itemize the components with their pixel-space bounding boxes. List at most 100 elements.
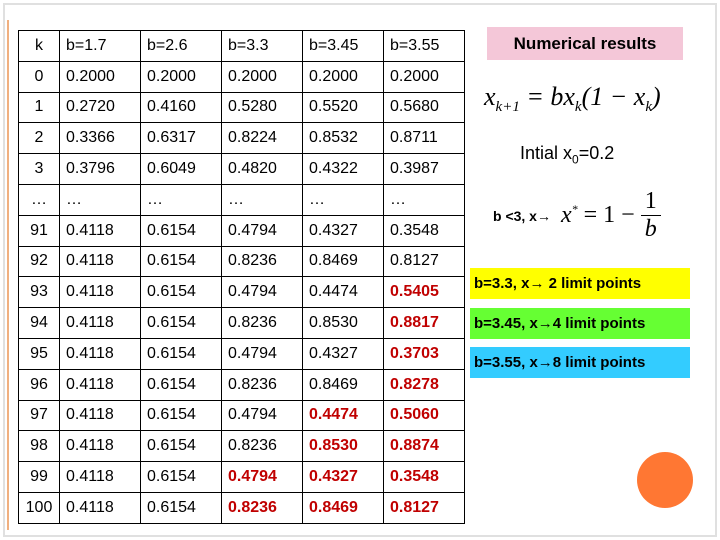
initial-sub: 0 xyxy=(572,152,579,167)
table-cell: 0.2000 xyxy=(59,60,141,93)
table-cell: 0.3548 xyxy=(383,214,465,247)
frame xyxy=(3,3,717,537)
table-cell: … xyxy=(18,183,60,216)
limit-box: b=3.3, x→ 2 limit points xyxy=(470,268,690,299)
table-cell: 0.8236 xyxy=(221,307,303,339)
formula-part: (1 − x xyxy=(581,82,646,111)
table-cell: 0.5680 xyxy=(383,91,465,124)
table-cell: 0.3987 xyxy=(383,153,465,185)
table-cell: 0.8530 xyxy=(302,430,384,463)
table-row: ……………… xyxy=(18,183,465,216)
table-cell: 0.8711 xyxy=(383,122,465,155)
table-cell: 0 xyxy=(18,60,60,93)
table-cell: 0.8236 xyxy=(221,245,303,278)
formula-part: k xyxy=(574,99,582,116)
formula: xk+1 = bxk(1 − xk) xyxy=(484,82,661,116)
table-cell: 0.3796 xyxy=(59,153,141,185)
table-cell: 95 xyxy=(18,337,60,370)
fixed-x: x* xyxy=(561,202,578,229)
table-cell: 0.6154 xyxy=(140,337,222,370)
table-cell: 0.8874 xyxy=(383,430,465,463)
table-cell: 0.4118 xyxy=(59,399,141,432)
table-cell: 0.8532 xyxy=(302,122,384,155)
table-cell: 0.6154 xyxy=(140,430,222,463)
table-cell: 0.5280 xyxy=(221,91,303,124)
table-row: 3 0.3796 0.6049 0.4820 0.4322 0.3987 xyxy=(18,153,465,185)
formula-part: x xyxy=(484,82,496,111)
table-cell: 1 xyxy=(18,91,60,124)
table-cell: 0.8469 xyxy=(302,245,384,278)
table-cell: 0.4118 xyxy=(59,461,141,493)
fixed-eq: = 1 − xyxy=(583,202,635,228)
table-cell: 0.4794 xyxy=(221,399,303,432)
table-cell: … xyxy=(383,183,465,216)
initial-text: Intial x xyxy=(520,143,573,163)
table-cell: 0.4118 xyxy=(59,276,141,309)
table-cell: 96 xyxy=(18,368,60,401)
table-cell: 0.8127 xyxy=(383,491,465,524)
fixed-x-sup: * xyxy=(571,202,578,216)
table-cell: 0.8530 xyxy=(302,307,384,339)
condition: b <3, x→ xyxy=(493,207,551,224)
table-cell: 0.2000 xyxy=(383,60,465,93)
table-cell: 0.8236 xyxy=(221,368,303,401)
side-title: Numerical results xyxy=(487,27,683,60)
table-cell: 0.2720 xyxy=(59,91,141,124)
table-cell: 0.4327 xyxy=(302,214,384,247)
table-cell: 0.4322 xyxy=(302,153,384,185)
table-cell: 0.4794 xyxy=(221,461,303,493)
initial-number: =0.2 xyxy=(578,143,615,163)
header-row: k b=1.7 b=2.6 b=3.3 b=3.45 b=3.55 xyxy=(18,30,465,62)
table-cell: … xyxy=(140,183,222,216)
table-cell: 0.3366 xyxy=(59,122,141,155)
table-row: 98 0.4118 0.6154 0.8236 0.8530 0.8874 xyxy=(18,430,465,463)
table-cell: 0.8236 xyxy=(221,430,303,463)
header-cell: b=3.55 xyxy=(383,30,465,62)
table-cell: 0.4327 xyxy=(302,337,384,370)
table-cell: 0.4118 xyxy=(59,245,141,278)
table-cell: 0.4474 xyxy=(302,399,384,432)
table-row: 97 0.4118 0.6154 0.4794 0.4474 0.5060 xyxy=(18,399,465,432)
fixed-x-var: x xyxy=(560,202,572,228)
header-cell: k xyxy=(18,30,60,62)
table-cell: 97 xyxy=(18,399,60,432)
table-cell: 94 xyxy=(18,307,60,339)
initial-value: Intial x0=0.2 xyxy=(520,143,614,167)
table-cell: 100 xyxy=(18,491,60,524)
table-cell: 0.2000 xyxy=(221,60,303,93)
limit-box: b=3.55, x→8 limit points xyxy=(470,347,690,378)
table-row: 95 0.4118 0.6154 0.4794 0.4327 0.3703 xyxy=(18,337,465,370)
table-cell: 0.6154 xyxy=(140,214,222,247)
header-cell: b=3.45 xyxy=(302,30,384,62)
formula-part: ) xyxy=(652,82,661,111)
table-cell: 0.4118 xyxy=(59,214,141,247)
table-cell: 98 xyxy=(18,430,60,463)
table-cell: 0.8278 xyxy=(383,368,465,401)
table-cell: 0.6317 xyxy=(140,122,222,155)
table-cell: 0.6154 xyxy=(140,491,222,524)
table-cell: 0.4474 xyxy=(302,276,384,309)
header-cell: b=1.7 xyxy=(59,30,141,62)
table-row: 1 0.2720 0.4160 0.5280 0.5520 0.5680 xyxy=(18,91,465,124)
table-row: 2 0.3366 0.6317 0.8224 0.8532 0.8711 xyxy=(18,122,465,155)
table-cell: 0.8224 xyxy=(221,122,303,155)
table-cell: 0.6154 xyxy=(140,245,222,278)
table-row: 99 0.4118 0.6154 0.4794 0.4327 0.3548 xyxy=(18,461,465,493)
table-cell: 0.6049 xyxy=(140,153,222,185)
table-cell: 0.4820 xyxy=(221,153,303,185)
table-cell: 0.6154 xyxy=(140,399,222,432)
table-row: 91 0.4118 0.6154 0.4794 0.4327 0.3548 xyxy=(18,214,465,247)
table-cell: 2 xyxy=(18,122,60,155)
limit-box: b=3.45, x→4 limit points xyxy=(470,307,690,339)
table-cell: 0.5060 xyxy=(383,399,465,432)
table-row: 94 0.4118 0.6154 0.8236 0.8530 0.8817 xyxy=(18,307,465,339)
table-cell: 0.4794 xyxy=(221,214,303,247)
table-cell: … xyxy=(221,183,303,216)
table-cell: 0.4794 xyxy=(221,337,303,370)
table-cell: 0.6154 xyxy=(140,461,222,493)
table-row: 96 0.4118 0.6154 0.8236 0.8469 0.8278 xyxy=(18,368,465,401)
table-cell: 0.3548 xyxy=(383,461,465,493)
table-row: 92 0.4118 0.6154 0.8236 0.8469 0.8127 xyxy=(18,245,465,278)
results-table: k b=1.7 b=2.6 b=3.3 b=3.45 b=3.55 0 0.2000 0.200… xyxy=(18,30,465,524)
